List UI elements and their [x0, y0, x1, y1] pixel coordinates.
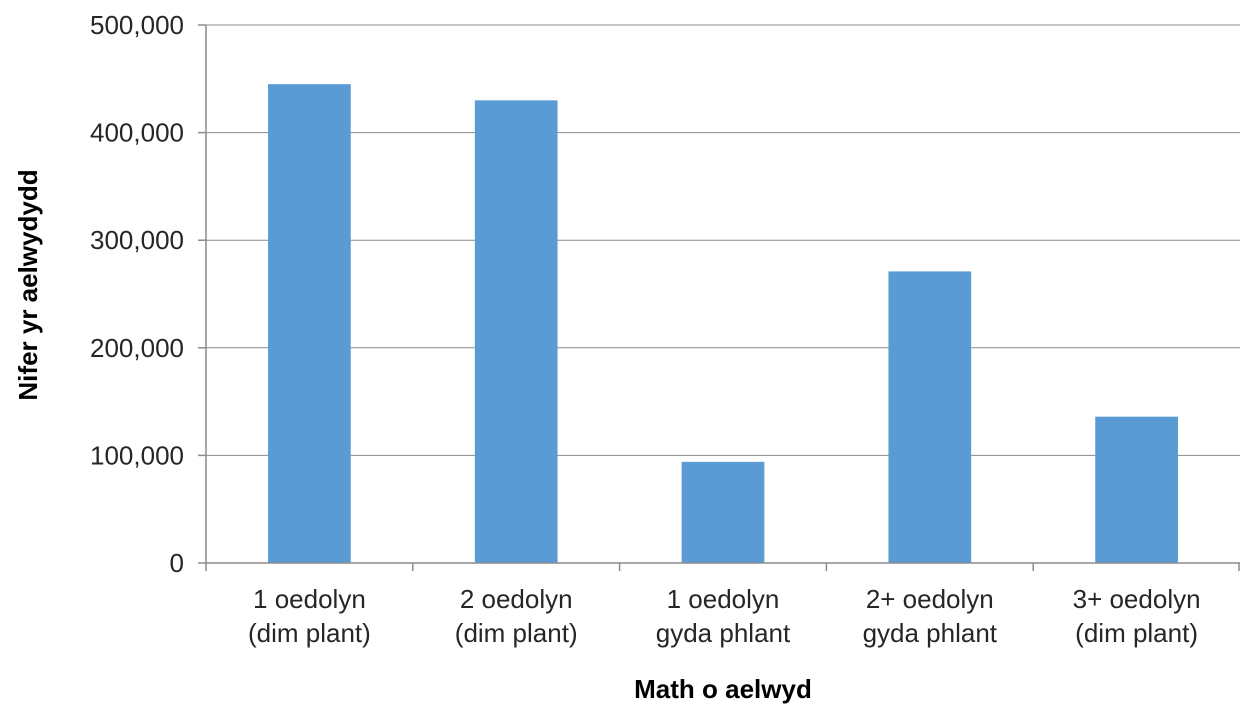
bar: [268, 84, 351, 564]
axes: [205, 25, 1240, 571]
bar: [681, 461, 765, 563]
y-tick-label: 400,000: [90, 118, 184, 148]
y-axis-title: Nifer yr aelwydydd: [13, 169, 43, 400]
y-tick-label: 0: [170, 548, 184, 578]
y-tick-label: 100,000: [90, 440, 184, 470]
x-axis-title: Math o aelwyd: [634, 674, 812, 704]
x-tick-label: 1 oedolyn (dim plant): [248, 584, 371, 648]
bar: [888, 271, 972, 563]
gridlines: [206, 24, 1240, 456]
bars: [268, 84, 1178, 564]
bar: [1095, 416, 1178, 563]
bar: [474, 100, 558, 563]
x-tick-label: 1 oedolyn gyda phlant: [656, 584, 791, 648]
x-tick-label: 2+ oedolyn gyda phlant: [863, 584, 998, 648]
y-tick-label: 300,000: [90, 225, 184, 255]
x-tick-label: 3+ oedolyn (dim plant): [1073, 584, 1201, 648]
y-tick-labels: 0 100,000 200,000 300,000 400,000 500,000: [90, 10, 206, 578]
x-tick-labels: 1 oedolyn (dim plant) 2 oedolyn (dim plant)…: [248, 584, 1201, 648]
y-tick-label: 500,000: [90, 10, 184, 40]
x-tick-label: 2 oedolyn (dim plant): [455, 584, 578, 648]
y-tick-label: 200,000: [90, 333, 184, 363]
